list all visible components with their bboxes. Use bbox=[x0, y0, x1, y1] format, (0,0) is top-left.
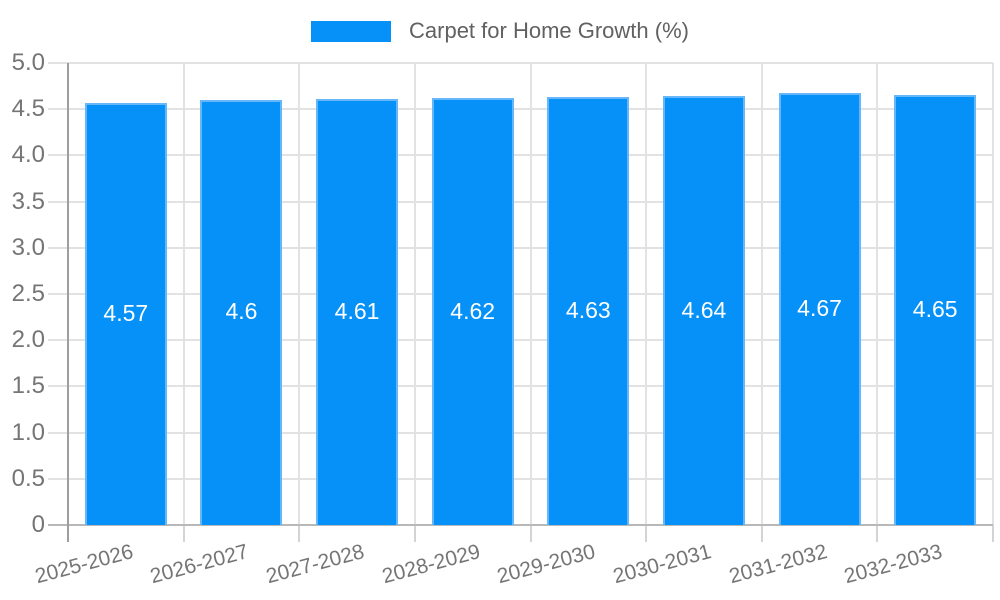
y-tick-label: 2.5 bbox=[11, 280, 45, 307]
x-axis-tick bbox=[298, 525, 301, 542]
y-axis-tick bbox=[48, 154, 68, 157]
y-axis-tick bbox=[48, 431, 68, 434]
gridline-vertical bbox=[298, 63, 301, 525]
y-tick-label: 5.0 bbox=[11, 49, 45, 76]
y-axis-tick bbox=[48, 385, 68, 388]
gridline-vertical bbox=[182, 63, 185, 525]
y-axis-tick bbox=[48, 246, 68, 249]
bar[interactable] bbox=[84, 102, 167, 525]
x-axis-tick bbox=[645, 525, 648, 542]
gridline-vertical bbox=[529, 63, 532, 525]
x-axis-line bbox=[48, 524, 993, 526]
y-axis-tick bbox=[48, 339, 68, 342]
x-axis-tick bbox=[413, 525, 416, 542]
gridline-vertical bbox=[876, 63, 879, 525]
y-tick-label: 0 bbox=[31, 511, 45, 538]
bar-value-label: 4.6 bbox=[225, 298, 258, 325]
gridline-vertical bbox=[645, 63, 648, 525]
bar-value-label: 4.63 bbox=[565, 297, 611, 324]
gridline-vertical bbox=[760, 63, 763, 525]
y-tick-label: 3.5 bbox=[11, 187, 45, 215]
bar[interactable] bbox=[662, 96, 745, 525]
bar[interactable] bbox=[200, 99, 283, 525]
x-axis-tick bbox=[529, 525, 532, 542]
gridline-vertical bbox=[413, 63, 416, 525]
y-tick-label: 2.0 bbox=[11, 326, 45, 354]
bar-value-label: 4.62 bbox=[450, 297, 496, 324]
y-axis-tick bbox=[48, 477, 68, 480]
x-axis-tick bbox=[876, 525, 879, 542]
y-axis-tick bbox=[48, 293, 68, 295]
y-tick-label: 3.0 bbox=[11, 233, 45, 261]
bar-value-label: 4.64 bbox=[681, 296, 727, 323]
y-tick-label: 1.0 bbox=[11, 418, 45, 446]
bar-value-label: 4.67 bbox=[797, 295, 842, 322]
y-axis-line bbox=[67, 63, 69, 542]
y-tick-label: 1.5 bbox=[11, 372, 45, 400]
x-axis-tick bbox=[992, 525, 994, 542]
y-tick-label: 0.5 bbox=[11, 464, 45, 492]
bar[interactable] bbox=[778, 93, 861, 525]
bar-value-label: 4.61 bbox=[334, 298, 380, 325]
bar-value-label: 4.57 bbox=[103, 299, 149, 326]
x-axis-tick bbox=[182, 525, 185, 542]
y-axis-tick bbox=[48, 108, 68, 111]
y-axis-tick bbox=[48, 62, 68, 64]
bar[interactable] bbox=[316, 99, 399, 525]
bar[interactable] bbox=[431, 98, 514, 525]
legend-swatch bbox=[311, 20, 392, 42]
chart-legend[interactable]: Carpet for Home Growth (%) bbox=[0, 14, 1000, 48]
gridline-vertical bbox=[992, 63, 994, 525]
y-axis-tick bbox=[48, 200, 68, 203]
bar-value-label: 4.65 bbox=[912, 296, 958, 323]
legend-label: Carpet for Home Growth (%) bbox=[409, 18, 689, 43]
y-tick-label: 4.5 bbox=[11, 95, 45, 123]
bar[interactable] bbox=[547, 97, 630, 525]
x-axis-tick bbox=[760, 525, 763, 542]
y-tick-label: 4.0 bbox=[11, 141, 45, 169]
bar[interactable] bbox=[894, 95, 977, 525]
